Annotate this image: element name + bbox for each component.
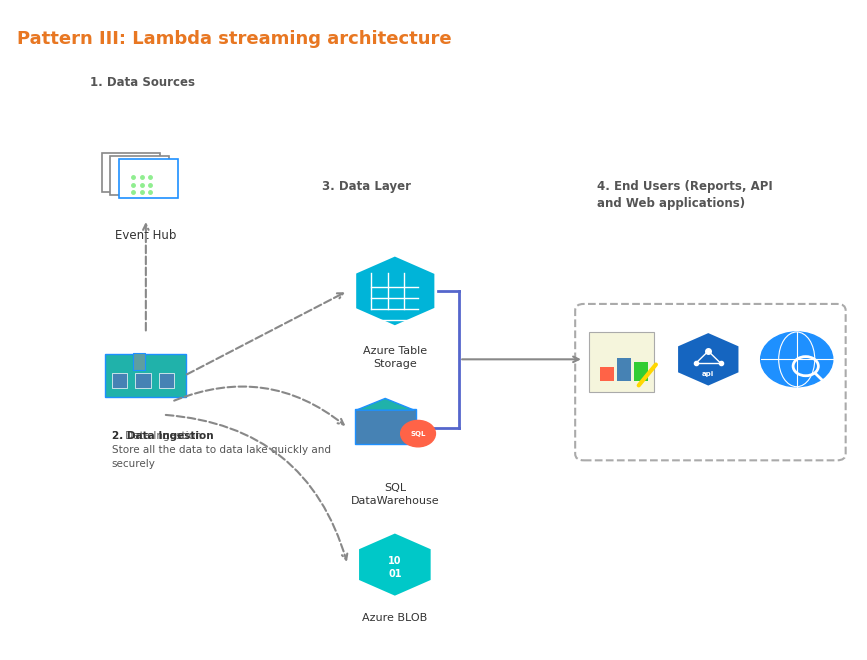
- Text: Azure BLOB: Azure BLOB: [362, 614, 427, 624]
- FancyBboxPatch shape: [600, 367, 614, 381]
- Polygon shape: [358, 532, 432, 597]
- Polygon shape: [356, 399, 414, 410]
- Text: 01: 01: [388, 570, 401, 579]
- Text: 10: 10: [388, 556, 401, 566]
- FancyBboxPatch shape: [134, 353, 145, 370]
- Text: 1. Data Sources: 1. Data Sources: [90, 76, 195, 89]
- FancyBboxPatch shape: [135, 374, 151, 388]
- Circle shape: [401, 420, 435, 447]
- FancyBboxPatch shape: [635, 362, 649, 381]
- Text: Event Hub: Event Hub: [115, 229, 177, 242]
- Polygon shape: [677, 332, 740, 387]
- FancyBboxPatch shape: [159, 374, 173, 388]
- FancyBboxPatch shape: [355, 409, 416, 444]
- Text: SQL
DataWarehouse: SQL DataWarehouse: [350, 483, 440, 506]
- FancyBboxPatch shape: [112, 374, 127, 388]
- Text: Pattern III: Lambda streaming architecture: Pattern III: Lambda streaming architectu…: [17, 30, 452, 48]
- FancyBboxPatch shape: [119, 159, 178, 198]
- FancyBboxPatch shape: [110, 156, 169, 195]
- FancyBboxPatch shape: [589, 332, 655, 392]
- Text: SQL: SQL: [410, 430, 426, 437]
- Text: 4. End Users (Reports, API
and Web applications): 4. End Users (Reports, API and Web appli…: [596, 180, 772, 210]
- FancyBboxPatch shape: [106, 354, 186, 397]
- Text: 3. Data Layer: 3. Data Layer: [322, 180, 411, 193]
- Circle shape: [760, 332, 833, 387]
- Polygon shape: [354, 255, 436, 327]
- FancyBboxPatch shape: [617, 358, 631, 381]
- Text: Azure Table
Storage: Azure Table Storage: [362, 346, 427, 370]
- Text: 2. Data Ingestion: 2. Data Ingestion: [112, 431, 213, 441]
- Text: 2. Data Ingestion
Store all the data to data lake quickly and
securely: 2. Data Ingestion Store all the data to …: [112, 431, 330, 469]
- Text: api: api: [702, 372, 714, 378]
- FancyBboxPatch shape: [101, 152, 160, 191]
